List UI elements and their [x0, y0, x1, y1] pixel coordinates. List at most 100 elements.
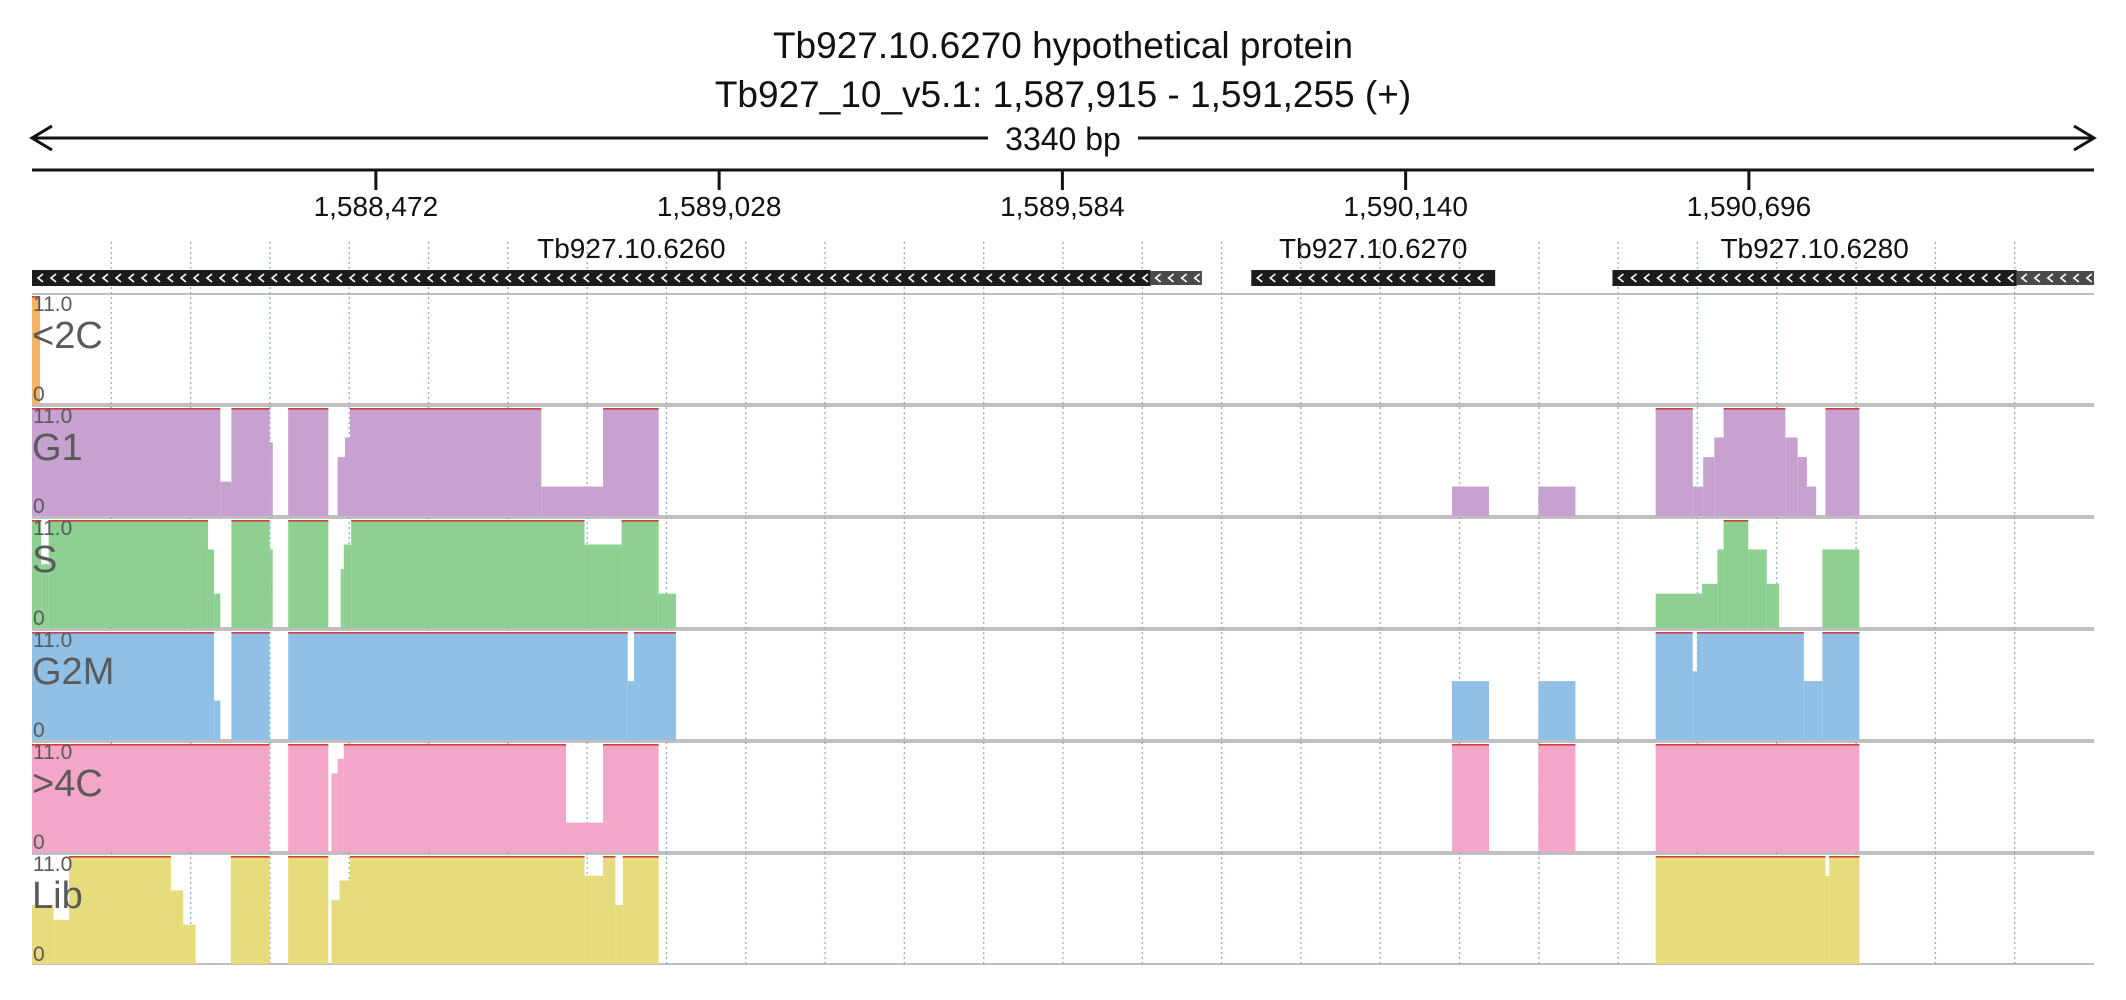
gene-body: [32, 270, 1151, 286]
strand-chevron-icon: [1438, 273, 1445, 283]
strand-chevron-icon: [1154, 273, 1162, 283]
strand-chevron-icon: [699, 273, 707, 283]
gene-track: Tb927.10.6260 Tb927.10.6270 Tb927.10.6280: [32, 233, 2094, 286]
strand-chevron-icon: [1617, 273, 1624, 283]
coverage-bar: [1723, 520, 1749, 628]
strand-chevron-icon: [309, 273, 317, 283]
strand-chevron-icon: [569, 273, 577, 283]
coverage-bar: [288, 520, 329, 628]
strand-chevron-icon: [686, 273, 694, 283]
track-name-label: >4C: [32, 763, 103, 805]
strand-chevron-icon: [1347, 273, 1354, 283]
coverage-bar: [1714, 437, 1724, 516]
strand-chevron-icon: [998, 273, 1006, 283]
coverage-bar: [541, 486, 604, 516]
strand-chevron-icon: [842, 273, 850, 283]
strand-chevron-icon: [153, 273, 161, 283]
strand-chevron-icon: [205, 273, 213, 283]
coverage-bar: [1825, 408, 1860, 516]
strand-chevron-icon: [660, 273, 668, 283]
coverage-bar: [331, 900, 340, 964]
strand-chevron-icon: [2072, 273, 2080, 283]
coverage-bar: [615, 905, 623, 964]
strand-chevron-icon: [1451, 273, 1458, 283]
strand-chevron-icon: [1464, 273, 1471, 283]
strand-chevron-icon: [75, 273, 83, 283]
coverage-bar: [603, 744, 659, 852]
strand-chevron-icon: [1942, 273, 1949, 283]
strand-chevron-icon: [179, 273, 187, 283]
coverage-bar: [69, 856, 171, 964]
strand-chevron-icon: [1321, 273, 1328, 283]
strand-chevron-icon: [1011, 273, 1019, 283]
coverage-bar: [1717, 549, 1724, 628]
strand-chevron-icon: [62, 273, 70, 283]
coverage-bar: [603, 856, 616, 964]
track-min-label: 0: [33, 831, 45, 854]
strand-chevron-icon: [933, 273, 941, 283]
strand-chevron-icon: [1916, 273, 1923, 283]
strand-chevron-icon: [478, 273, 486, 283]
strand-chevron-icon: [2085, 273, 2093, 283]
strand-chevron-icon: [1412, 273, 1419, 283]
arrowhead-left-icon: [29, 124, 53, 152]
strand-chevron-icon: [1799, 273, 1806, 283]
coverage-bar: [214, 700, 221, 740]
strand-chevron-icon: [270, 273, 278, 283]
strand-chevron-icon: [1929, 273, 1936, 283]
track-min-label: 0: [33, 607, 45, 630]
coverage-bar: [345, 437, 350, 516]
coverage-bar: [1451, 486, 1489, 516]
strand-chevron-icon: [1968, 273, 1975, 283]
strand-chevron-icon: [1128, 273, 1136, 283]
coverage-bar: [1655, 632, 1693, 740]
coverage-bar: [288, 632, 628, 740]
strand-chevron-icon: [1167, 273, 1175, 283]
strand-chevron-icon: [855, 273, 863, 283]
coverage-bar: [41, 564, 49, 628]
strand-chevron-icon: [764, 273, 772, 283]
coverage-bar: [337, 758, 344, 852]
strand-chevron-icon: [2046, 273, 2054, 283]
track-max-label: 11.0: [33, 517, 72, 540]
track-max-label: 11.0: [33, 629, 72, 652]
strand-chevron-icon: [1386, 273, 1393, 283]
coverage-track: 11.0G1 0: [32, 405, 2094, 518]
strand-chevron-icon: [1360, 273, 1367, 283]
coverage-bar: [231, 520, 270, 628]
strand-chevron-icon: [231, 273, 239, 283]
coverage-bar: [584, 875, 604, 964]
ruler-tick-label: 1,590,140: [1343, 191, 1468, 222]
coverage-bar: [622, 856, 659, 964]
coverage-bar: [1451, 744, 1489, 852]
strand-chevron-icon: [335, 273, 343, 283]
gene-utr: [1150, 271, 1202, 285]
coverage-bar: [351, 520, 585, 628]
strand-chevron-icon: [582, 273, 590, 283]
coverage-bar: [1806, 486, 1817, 516]
strand-chevron-icon: [881, 273, 889, 283]
coverage-bar: [48, 520, 208, 628]
strand-chevron-icon: [738, 273, 746, 283]
strand-chevron-icon: [1269, 273, 1276, 283]
strand-chevron-icon: [1102, 273, 1110, 283]
strand-chevron-icon: [894, 273, 902, 283]
coverage-bar: [1829, 856, 1860, 964]
strand-chevron-icon: [1076, 273, 1084, 283]
strand-chevron-icon: [1864, 273, 1871, 283]
strand-chevron-icon: [907, 273, 915, 283]
strand-chevron-icon: [1643, 273, 1650, 283]
coverage-bar: [269, 549, 273, 628]
coverage-track: 11.0S 0: [32, 517, 2094, 630]
coverage-bar: [1538, 681, 1576, 740]
strand-chevron-icon: [1399, 273, 1406, 283]
strand-chevron-icon: [1256, 273, 1263, 283]
coverage-bar: [1701, 583, 1718, 628]
coverage-bar: [1822, 632, 1860, 740]
strand-chevron-icon: [1734, 273, 1741, 283]
gene-label: Tb927.10.6280: [1720, 233, 1908, 264]
strand-chevron-icon: [1477, 273, 1484, 283]
strand-chevron-icon: [1825, 273, 1832, 283]
